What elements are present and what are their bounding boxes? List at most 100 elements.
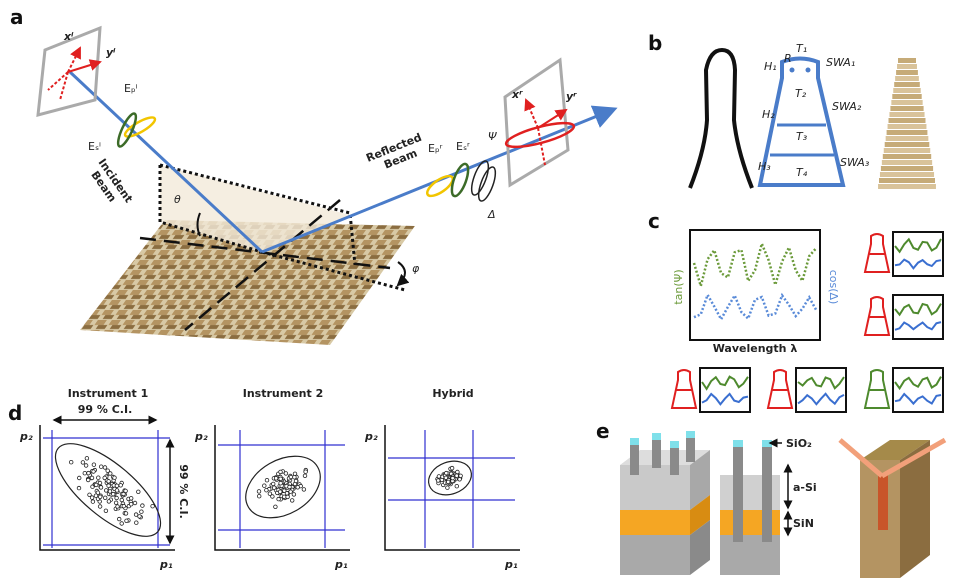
- scatter-dot: [114, 501, 118, 505]
- scatter-dot: [116, 505, 120, 509]
- scatter-dot: [286, 495, 290, 499]
- scatter-dot: [274, 477, 278, 481]
- param-label: R: [784, 52, 792, 65]
- scatter-dot: [120, 522, 124, 526]
- scatter-dot: [274, 505, 278, 509]
- slice: [886, 136, 929, 141]
- mini-box: [893, 232, 943, 276]
- param-label: H₃: [758, 160, 771, 173]
- shape: [686, 438, 695, 462]
- y-axis-label: p₂: [194, 430, 208, 443]
- scatter-dot: [104, 489, 108, 493]
- axis-label: yⁱ: [106, 46, 116, 59]
- scatter-dot: [278, 490, 282, 494]
- scatter-dot: [85, 457, 89, 461]
- shape: [620, 510, 690, 535]
- panel-label: c: [648, 209, 660, 233]
- field-label: Eₚⁱ: [124, 82, 138, 95]
- slice: [882, 160, 932, 165]
- scatter-dot: [279, 470, 283, 474]
- mini-box: [893, 295, 943, 339]
- param-label: T₂: [795, 87, 807, 100]
- scatter-dot: [113, 476, 117, 480]
- sem-profile: [690, 50, 752, 188]
- scatter-dot: [98, 481, 102, 485]
- spectrum-box: [690, 230, 820, 340]
- scatter-dot: [272, 486, 276, 490]
- scatter-dot: [107, 480, 111, 484]
- scatter-dot: [137, 490, 141, 494]
- axis-label: yʳ: [566, 90, 577, 103]
- scatter-dot: [290, 499, 294, 503]
- x-axis-label: Wavelength λ: [713, 342, 798, 355]
- scatter-dot: [103, 476, 107, 480]
- slice: [896, 70, 918, 75]
- slice: [878, 184, 936, 189]
- scatter-dot: [288, 485, 292, 489]
- shape: [652, 433, 661, 440]
- slice: [893, 88, 921, 93]
- scatter-dot: [271, 482, 275, 486]
- slice: [887, 130, 928, 135]
- plot-title: Instrument 1: [68, 387, 148, 400]
- shape: [630, 438, 639, 445]
- scatter-dot: [119, 484, 123, 488]
- scatter-dot: [445, 471, 449, 475]
- scatter-dot: [456, 470, 460, 474]
- x-axis-label: p₁: [334, 558, 348, 571]
- scatter-dot: [450, 466, 454, 470]
- scatter-dot: [117, 517, 121, 521]
- slice: [891, 100, 922, 105]
- param-label: H₁: [764, 60, 777, 73]
- scatter-dot: [263, 484, 267, 488]
- scatter-dot: [90, 476, 94, 480]
- scatter-dot: [125, 519, 129, 523]
- shape: [630, 445, 639, 475]
- shape: [538, 128, 545, 165]
- polarization-ellipse: [475, 165, 499, 203]
- scatter-dot: [97, 476, 101, 480]
- scatter-dot: [289, 490, 293, 494]
- scatter-dot: [92, 463, 96, 467]
- scatter-dot: [458, 478, 462, 482]
- layer-label: a-Si: [793, 481, 817, 494]
- scatter-dot: [108, 490, 112, 494]
- param-label: T₃: [796, 130, 808, 143]
- scatter-dot: [83, 471, 87, 475]
- scatter-dot: [138, 515, 142, 519]
- page: a xⁱ yⁱ Eₚⁱ Eₛⁱ IncidentBeam θ Reflected…: [0, 0, 955, 585]
- slice: [898, 58, 916, 63]
- scatter-dot: [115, 484, 119, 488]
- slice: [890, 106, 923, 111]
- param-label: T₁: [796, 42, 807, 55]
- scatter-dot: [446, 480, 450, 484]
- scatter-dot: [91, 500, 95, 504]
- scatter-dot: [122, 504, 126, 508]
- scatter-dot: [86, 478, 90, 482]
- slice: [880, 172, 934, 177]
- scatter-dot: [103, 466, 107, 470]
- scatter-dot: [115, 496, 119, 500]
- scatter-dot: [284, 472, 288, 476]
- beam-label: IncidentBeam: [85, 156, 135, 212]
- field-label: Eₛⁱ: [88, 140, 101, 153]
- ci-label: 99 % C.I.: [78, 403, 133, 416]
- x-axis-label: p₁: [504, 558, 518, 571]
- scatter-dot: [257, 494, 261, 498]
- scatter-dot: [304, 470, 308, 474]
- slice: [897, 64, 917, 69]
- shape: [733, 440, 743, 447]
- scatter-dot: [98, 505, 102, 509]
- scatter-dot: [88, 493, 92, 497]
- y2-axis-label: cos(Δ): [827, 270, 840, 305]
- scatter-dot: [109, 472, 113, 476]
- scatter-dot: [296, 486, 300, 490]
- scatter-dot: [293, 475, 297, 479]
- shape: [68, 62, 100, 72]
- param-label: SWA₁: [826, 56, 855, 69]
- layer-label: SiN: [793, 517, 814, 530]
- device-block: [620, 431, 945, 578]
- scatter-dot: [292, 493, 296, 497]
- scatter-dot: [77, 476, 81, 480]
- panel-label: d: [8, 401, 22, 425]
